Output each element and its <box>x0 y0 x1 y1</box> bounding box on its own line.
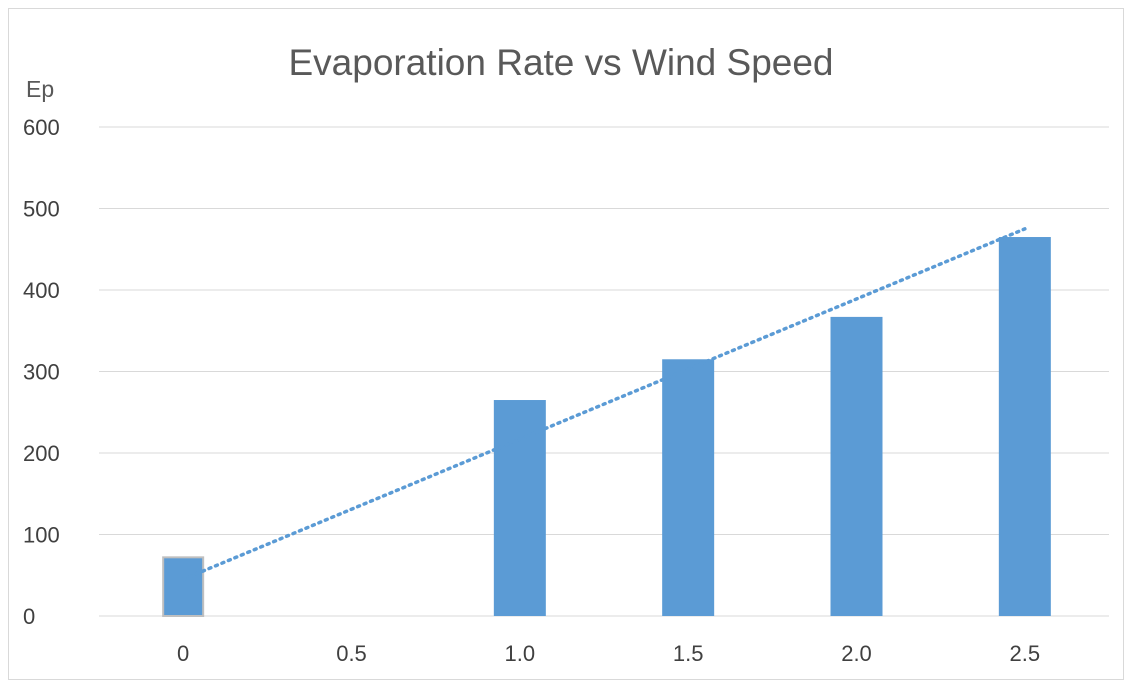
x-tick-label: 1.0 <box>505 641 536 666</box>
chart-frame: Evaporation Rate vs Wind Speed Ep 0 100 20… <box>8 8 1124 680</box>
trendline <box>181 227 1027 582</box>
y-tick-labels: 0 100 200 300 400 500 600 <box>23 115 60 629</box>
trendline-layer <box>181 227 1027 582</box>
y-tick-label: 500 <box>23 197 60 222</box>
y-tick-label: 0 <box>23 604 35 629</box>
gridlines <box>99 126 1109 617</box>
x-tick-label: 1.5 <box>673 641 704 666</box>
bar-2.5 <box>998 237 1051 616</box>
x-tick-labels: 0 0.5 1.0 1.5 2.0 2.5 <box>177 641 1040 666</box>
bar-1.5 <box>662 359 715 616</box>
x-tick-label: 0.5 <box>336 641 367 666</box>
y-tick-label: 400 <box>23 278 60 303</box>
bars <box>162 237 1051 618</box>
chart-svg: Evaporation Rate vs Wind Speed Ep 0 100 20… <box>23 42 1109 666</box>
y-tick-label: 300 <box>23 360 60 385</box>
bar-1.0 <box>493 400 546 616</box>
x-tick-label: 2.5 <box>1010 641 1041 666</box>
x-tick-label: 2.0 <box>841 641 872 666</box>
bar-0 <box>162 556 205 618</box>
y-axis-label: Ep <box>26 76 54 102</box>
bar-2.0 <box>830 316 883 616</box>
y-tick-label: 200 <box>23 441 60 466</box>
chart-title: Evaporation Rate vs Wind Speed <box>288 42 833 83</box>
y-tick-label: 600 <box>23 115 60 140</box>
x-tick-label: 0 <box>177 641 189 666</box>
y-tick-label: 100 <box>23 523 60 548</box>
